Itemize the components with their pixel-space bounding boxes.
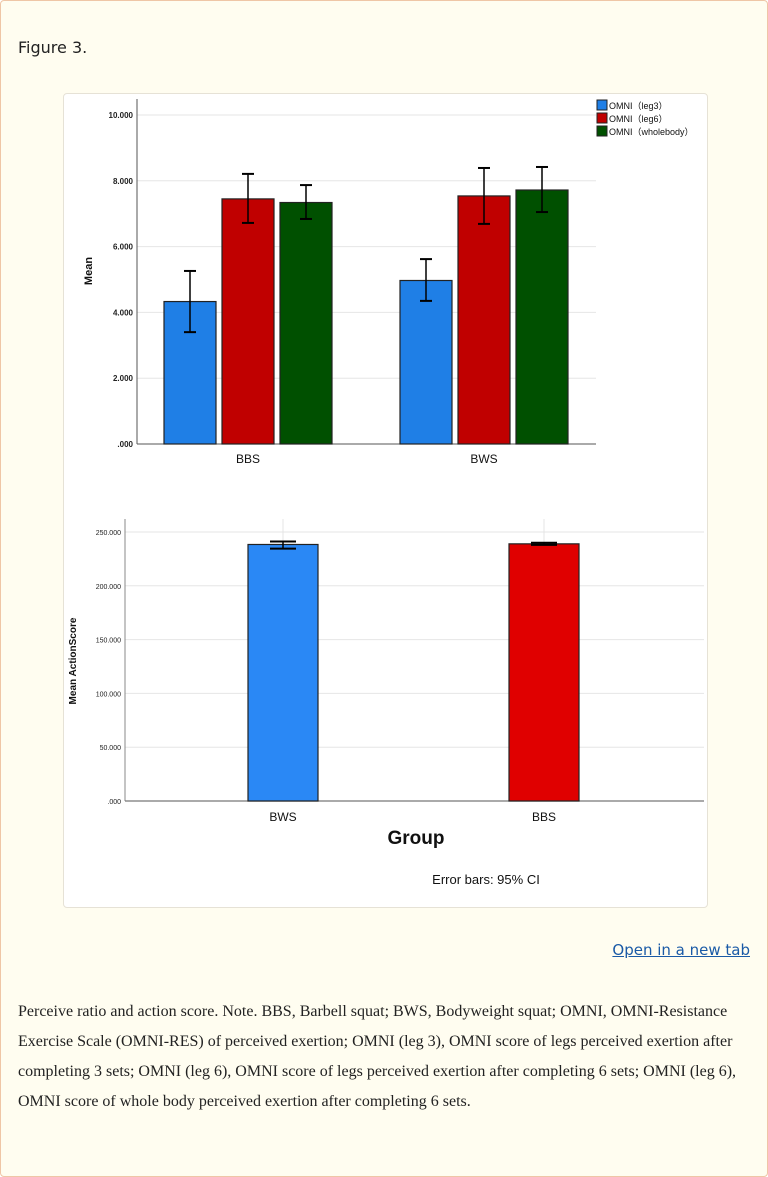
- y-tick-label: 200.000: [96, 584, 121, 591]
- legend-label: OMNI（leg6）: [609, 114, 668, 124]
- y-tick-label: 250.000: [96, 530, 121, 537]
- x-tick-label: BBS: [532, 810, 556, 824]
- figure-image: [63, 93, 708, 908]
- y-tick-label: 6.000: [113, 243, 134, 252]
- open-in-new-tab-link[interactable]: Open in a new tab: [612, 941, 750, 959]
- y-axis-label: Mean: [83, 257, 95, 285]
- bar: [515, 189, 569, 445]
- x-tick-label: BWS: [269, 810, 296, 824]
- x-tick-label: BWS: [470, 452, 497, 466]
- y-tick-label: 4.000: [113, 308, 134, 317]
- y-tick-label: .000: [117, 440, 133, 449]
- y-tick-label: 10.000: [109, 111, 134, 120]
- perceived-exertion-chart: .000 2.000 4.000 6.000 8.000 10.000 Mean BBS BWS…: [83, 99, 694, 466]
- x-axis-label: Group: [388, 828, 445, 849]
- legend-label: OMNI（wholebody）: [609, 127, 694, 137]
- legend-swatch: [596, 125, 608, 137]
- y-tick-label: .000: [107, 799, 121, 806]
- legend-label: OMNI（leg3）: [609, 101, 668, 111]
- bar: [508, 543, 580, 802]
- action-score-chart: .000 50.000 100.000 150.000 200.000 250.000 Me…: [68, 519, 704, 887]
- y-tick-label: 150.000: [96, 638, 121, 645]
- y-tick-label: 2.000: [113, 374, 134, 383]
- bar: [279, 201, 333, 445]
- y-axis-label: Mean ActionScore: [68, 617, 79, 704]
- y-tick-label: 8.000: [113, 177, 134, 186]
- figure-charts: .000 2.000 4.000 6.000 8.000 10.000 Mean BBS BWS…: [68, 99, 704, 887]
- figure-caption: Perceive ratio and action score. Note. B…: [18, 1003, 737, 1110]
- bar: [247, 543, 319, 802]
- bar: [221, 198, 275, 445]
- y-tick-label: 100.000: [96, 691, 121, 698]
- x-tick-label: BBS: [236, 452, 260, 466]
- figure-label: Figure 3.: [18, 38, 88, 57]
- bar: [457, 195, 511, 445]
- error-bars-note: Error bars: 95% CI: [432, 872, 540, 887]
- bar: [399, 279, 453, 445]
- y-tick-label: 50.000: [100, 745, 122, 752]
- legend-swatch: [596, 99, 608, 111]
- legend-swatch: [596, 112, 608, 124]
